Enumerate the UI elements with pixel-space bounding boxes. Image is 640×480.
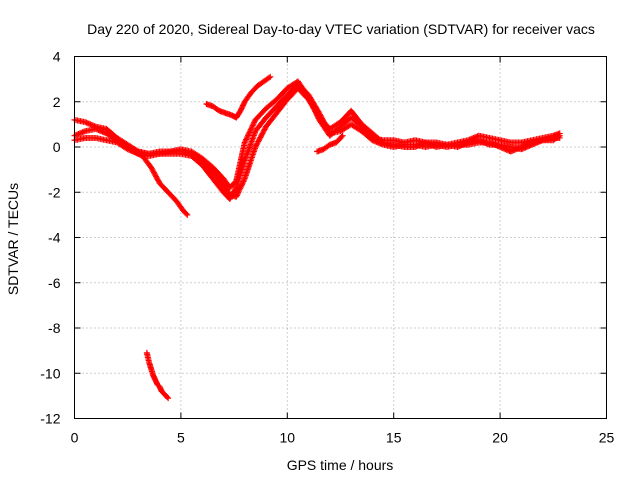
- data-point: [232, 185, 239, 192]
- series-outlier-low: [143, 349, 172, 402]
- grid-layer: [74, 56, 607, 419]
- x-tick-label: 25: [599, 430, 615, 446]
- x-tick-label: 15: [386, 430, 402, 446]
- data-point: [237, 184, 244, 191]
- y-tick-label: 0: [53, 139, 61, 155]
- data-point: [184, 211, 191, 218]
- plot-frame: [74, 56, 607, 419]
- data-point: [556, 132, 563, 139]
- series-drop-dawn: [131, 148, 191, 218]
- data-point: [239, 179, 246, 186]
- series-band-main-a: [71, 78, 563, 191]
- y-tick-label: 4: [53, 49, 61, 65]
- x-tick-label: 0: [71, 430, 79, 446]
- data-point: [555, 133, 562, 140]
- y-tick-label: -2: [48, 184, 61, 200]
- y-tick-label: -8: [48, 320, 61, 336]
- series-band-main-c: [71, 80, 563, 203]
- y-tick-label: 2: [53, 94, 61, 110]
- y-tick-label: -10: [40, 365, 60, 381]
- data-point: [164, 394, 171, 401]
- x-axis-label: GPS time / hours: [287, 457, 394, 473]
- y-tick-label: -12: [40, 411, 60, 427]
- y-tick-label: -6: [48, 275, 61, 291]
- data-point: [265, 74, 272, 81]
- data-point: [241, 177, 248, 184]
- series-late-rise: [203, 73, 274, 121]
- y-axis-ticks: 4 2 0 -2 -4 -6 -8 -10 -12: [40, 49, 607, 427]
- data-point: [338, 133, 345, 140]
- chart-title: Day 220 of 2020, Sidereal Day-to-day VTE…: [87, 21, 595, 37]
- x-tick-label: 20: [492, 430, 508, 446]
- x-tick-label: 5: [177, 430, 185, 446]
- data-point: [165, 395, 172, 402]
- y-tick-label: -4: [48, 230, 61, 246]
- x-tick-label: 10: [280, 430, 296, 446]
- x-axis-ticks: 0 5 10 15 20 25: [71, 56, 615, 446]
- y-axis-label: SDTVAR / TECUs: [5, 183, 21, 295]
- data-points: [71, 73, 563, 402]
- data-point: [183, 210, 190, 217]
- series-midday-spur: [314, 132, 346, 155]
- data-point: [267, 73, 274, 80]
- data-point: [339, 132, 346, 139]
- data-point: [240, 178, 247, 185]
